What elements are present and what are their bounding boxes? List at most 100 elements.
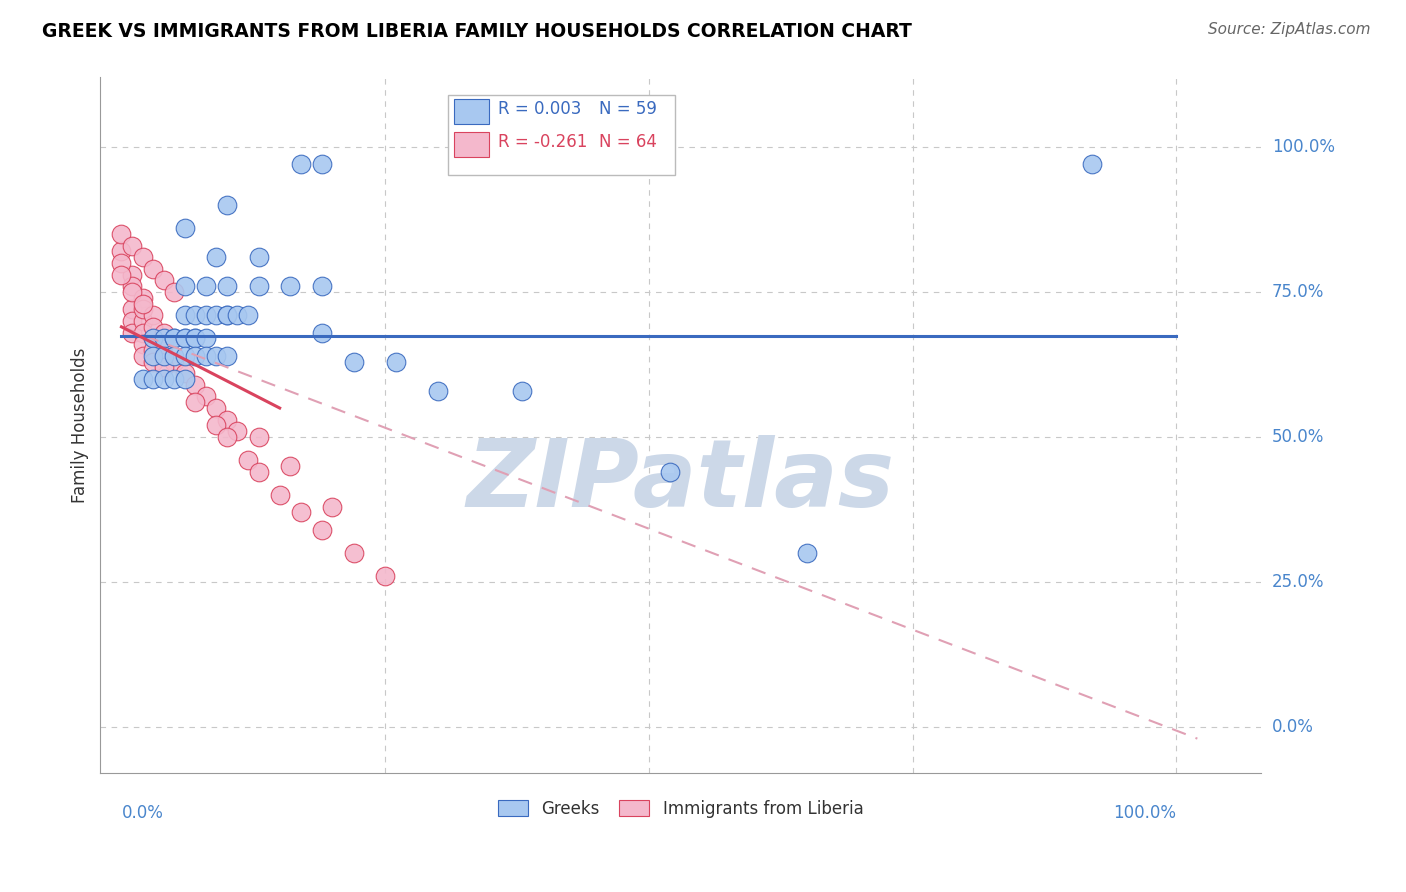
Point (194, 279, 217, 293)
Point (184, 331, 207, 345)
Point (142, 261, 165, 276)
Point (215, 308, 238, 322)
Text: GREEK VS IMMIGRANTS FROM LIBERIA FAMILY HOUSEHOLDS CORRELATION CHART: GREEK VS IMMIGRANTS FROM LIBERIA FAMILY … (42, 22, 912, 41)
Point (110, 244, 132, 259)
Point (152, 273, 174, 287)
Point (163, 285, 186, 299)
Point (215, 430, 238, 444)
Point (121, 302, 143, 317)
Point (194, 331, 217, 345)
Point (163, 372, 186, 386)
Point (121, 326, 143, 340)
Point (152, 337, 174, 351)
Point (121, 279, 143, 293)
Point (131, 372, 153, 386)
Point (205, 308, 228, 322)
Point (173, 372, 195, 386)
Point (110, 256, 132, 270)
Point (184, 331, 207, 345)
Point (426, 384, 449, 398)
Text: 0.0%: 0.0% (121, 804, 163, 822)
Point (142, 331, 165, 345)
Point (1081, 157, 1104, 171)
Point (321, 500, 343, 514)
Point (247, 279, 270, 293)
Point (173, 331, 195, 345)
Point (215, 279, 238, 293)
Point (311, 326, 333, 340)
Point (342, 546, 364, 560)
Y-axis label: Family Households: Family Households (72, 348, 89, 503)
Point (163, 349, 186, 363)
FancyBboxPatch shape (454, 99, 489, 124)
Point (205, 401, 228, 415)
Point (163, 331, 186, 345)
Point (131, 326, 153, 340)
Point (173, 331, 195, 345)
Point (131, 250, 153, 264)
Point (163, 354, 186, 368)
Point (131, 291, 153, 305)
Point (131, 314, 153, 328)
Point (311, 279, 333, 293)
Text: R = -0.261: R = -0.261 (498, 133, 588, 151)
Point (278, 458, 301, 473)
Text: 25.0%: 25.0% (1272, 573, 1324, 591)
Text: 100.0%: 100.0% (1114, 804, 1177, 822)
Point (131, 302, 153, 317)
Point (194, 349, 217, 363)
Point (247, 250, 270, 264)
Point (215, 349, 238, 363)
Point (142, 308, 165, 322)
Point (173, 221, 195, 235)
Point (374, 569, 396, 583)
Point (184, 395, 207, 409)
Point (205, 349, 228, 363)
Point (194, 308, 217, 322)
Point (278, 279, 301, 293)
Text: Source: ZipAtlas.com: Source: ZipAtlas.com (1208, 22, 1371, 37)
Point (184, 349, 207, 363)
Point (163, 331, 186, 345)
Text: 100.0%: 100.0% (1272, 138, 1334, 156)
Point (173, 366, 195, 380)
Point (110, 268, 132, 282)
Point (142, 331, 165, 345)
Point (510, 384, 533, 398)
Text: 50.0%: 50.0% (1272, 428, 1324, 446)
Point (184, 308, 207, 322)
Point (152, 326, 174, 340)
Point (142, 354, 165, 368)
Point (142, 319, 165, 334)
Legend: Greeks, Immigrants from Liberia: Greeks, Immigrants from Liberia (491, 793, 870, 824)
Text: ZIPatlas: ZIPatlas (467, 435, 894, 527)
Text: N = 59: N = 59 (599, 100, 657, 118)
Point (121, 285, 143, 299)
Point (796, 546, 818, 560)
Point (142, 349, 165, 363)
Point (247, 465, 270, 479)
FancyBboxPatch shape (454, 132, 489, 158)
Point (110, 227, 132, 241)
Point (142, 343, 165, 357)
Point (152, 349, 174, 363)
Point (152, 360, 174, 375)
Point (152, 331, 174, 345)
Point (205, 250, 228, 264)
Point (205, 418, 228, 433)
Point (384, 354, 406, 368)
Point (215, 308, 238, 322)
Point (131, 296, 153, 310)
Point (184, 377, 207, 392)
Point (311, 157, 333, 171)
Point (247, 430, 270, 444)
Point (194, 389, 217, 403)
Text: 75.0%: 75.0% (1272, 283, 1324, 301)
Point (342, 354, 364, 368)
Point (173, 308, 195, 322)
FancyBboxPatch shape (449, 95, 675, 175)
Point (121, 314, 143, 328)
Point (269, 488, 291, 502)
Point (173, 279, 195, 293)
Point (226, 424, 249, 438)
